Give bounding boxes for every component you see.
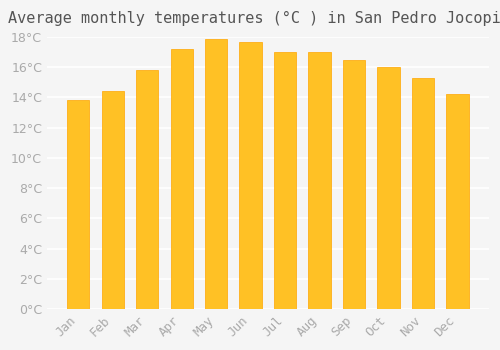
Bar	[205, 38, 228, 309]
Bar	[446, 94, 469, 309]
Bar	[378, 67, 400, 309]
Bar	[343, 60, 365, 309]
Bar	[136, 70, 158, 309]
Bar	[240, 42, 262, 309]
Bar	[102, 91, 124, 309]
Bar	[170, 49, 193, 309]
Title: Average monthly temperatures (°C ) in San Pedro Jocopilas: Average monthly temperatures (°C ) in Sa…	[8, 11, 500, 26]
Bar	[308, 52, 331, 309]
Bar	[274, 52, 296, 309]
Bar	[412, 78, 434, 309]
Bar	[67, 100, 90, 309]
